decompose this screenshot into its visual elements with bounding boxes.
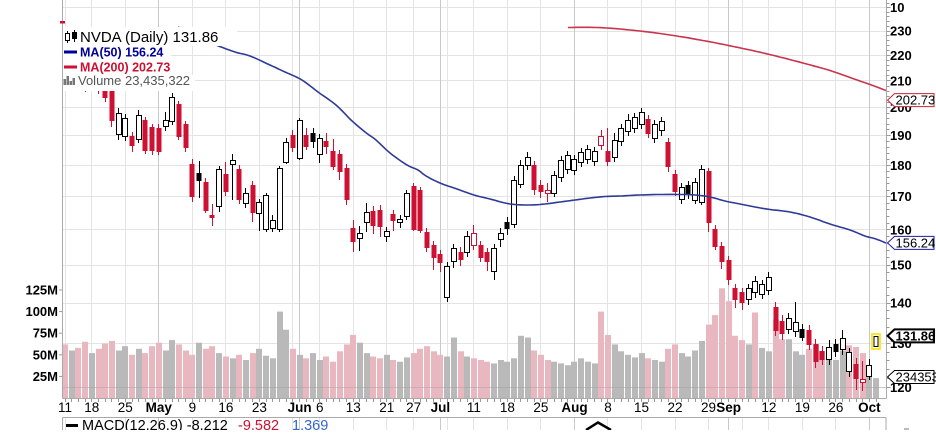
svg-text:6: 6 [316,400,324,415]
svg-text:18: 18 [500,400,515,415]
svg-text:26: 26 [828,400,843,415]
svg-text:May: May [146,400,173,415]
svg-text:25M: 25M [33,369,58,384]
svg-text:22: 22 [667,400,682,415]
svg-text:11: 11 [58,400,72,415]
svg-text:220: 220 [890,48,912,63]
svg-text:13: 13 [346,400,361,415]
svg-text:21: 21 [379,400,394,415]
svg-text:19: 19 [795,400,810,415]
svg-text:210: 210 [890,73,912,88]
svg-text:NVDA (Daily) 131.86: NVDA (Daily) 131.86 [80,29,218,46]
svg-text:23: 23 [252,400,267,415]
svg-text:Oct: Oct [858,400,881,415]
svg-text:230: 230 [890,24,912,39]
svg-text:MACD(12,26,9) -8.212: MACD(12,26,9) -8.212 [82,418,228,430]
svg-text:18: 18 [84,400,99,415]
svg-text:1.369: 1.369 [292,418,328,430]
svg-text:27: 27 [406,400,421,415]
svg-text:16: 16 [218,400,233,415]
svg-text:Volume 23,435,322: Volume 23,435,322 [78,73,190,88]
svg-text:9: 9 [189,400,197,415]
svg-text:11: 11 [467,400,481,415]
svg-text:202.73: 202.73 [896,93,936,108]
svg-text:12: 12 [761,400,776,415]
svg-text:29: 29 [701,400,716,415]
svg-text:-9.582: -9.582 [238,418,279,430]
svg-text:140: 140 [890,296,912,311]
svg-text:MA(50) 156.24: MA(50) 156.24 [80,46,163,60]
svg-text:25: 25 [118,400,133,415]
svg-text:180: 180 [890,158,912,173]
svg-text:170: 170 [890,189,912,204]
svg-text:75M: 75M [33,326,58,341]
svg-text:15: 15 [634,400,649,415]
svg-text:131.86: 131.86 [896,328,936,343]
svg-text:Aug: Aug [561,400,587,415]
svg-text:50M: 50M [33,347,58,362]
svg-text:Jun: Jun [288,400,312,415]
svg-text:25: 25 [533,400,548,415]
svg-text:234353: 234353 [896,370,936,385]
svg-text:Sep: Sep [716,400,741,415]
svg-text:10: 10 [890,0,904,15]
svg-text:190: 190 [890,128,912,143]
svg-text:100M: 100M [25,304,58,319]
svg-text:156.24: 156.24 [896,235,936,250]
svg-text:125M: 125M [25,283,58,298]
svg-text:Jul: Jul [431,400,451,415]
svg-text:8: 8 [604,400,612,415]
svg-text:150: 150 [890,258,912,273]
